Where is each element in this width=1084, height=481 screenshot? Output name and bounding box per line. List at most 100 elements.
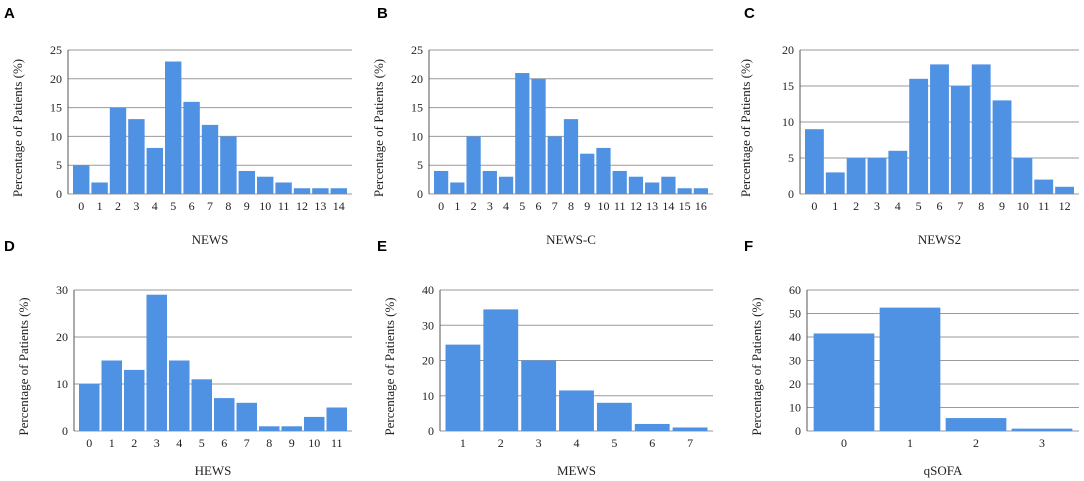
x-tick-label: 2 xyxy=(973,436,979,450)
bar xyxy=(124,369,145,431)
bar xyxy=(596,147,611,194)
bar xyxy=(971,64,991,195)
y-tick-label: 0 xyxy=(428,424,434,438)
y-tick-label: 10 xyxy=(56,377,68,391)
bar xyxy=(1011,428,1073,431)
x-tick-label: 3 xyxy=(154,436,160,450)
bar xyxy=(693,188,708,194)
y-axis-label: Percentage of Patients (%) xyxy=(738,59,753,197)
y-tick-label: 0 xyxy=(795,424,801,438)
y-tick-label: 30 xyxy=(789,354,801,368)
bar xyxy=(661,176,676,194)
x-tick-label: 1 xyxy=(832,199,838,213)
bar xyxy=(482,170,497,194)
bar xyxy=(813,333,875,431)
x-tick-label: 1 xyxy=(109,436,115,450)
x-tick-label: 6 xyxy=(221,436,227,450)
bar xyxy=(628,176,644,194)
x-tick-label: 9 xyxy=(244,199,250,213)
bar xyxy=(612,170,627,194)
panel-letter-a: A xyxy=(4,5,15,22)
y-tick-label: 40 xyxy=(789,330,801,344)
x-tick-label: 5 xyxy=(916,199,922,213)
x-tick-label: 13 xyxy=(646,199,658,213)
x-tick-label: 9 xyxy=(289,436,295,450)
x-tick-label: 7 xyxy=(207,199,213,213)
y-tick-label: 20 xyxy=(411,72,423,86)
bar xyxy=(888,150,908,194)
panel-f: F 0 10 20 30 40 50 60 0 1 2 3 qSOFA Percentage of Pat… xyxy=(744,238,1079,478)
x-tick-label: 1 xyxy=(454,199,460,213)
x-tick-label: 3 xyxy=(487,199,493,213)
y-tick-label: 5 xyxy=(56,158,62,172)
x-tick-label: 2 xyxy=(471,199,477,213)
y-tick-label: 10 xyxy=(50,129,62,143)
x-tick-label: 4 xyxy=(574,436,580,450)
x-axis-label: NEWS xyxy=(192,232,229,247)
x-tick-label: 5 xyxy=(519,199,525,213)
panel-letter-b: B xyxy=(377,5,388,22)
x-tick-label: 8 xyxy=(225,199,231,213)
y-tick-label: 15 xyxy=(782,79,794,93)
x-tick-label: 12 xyxy=(630,199,642,213)
x-tick-label: 4 xyxy=(503,199,509,213)
x-tick-label: 6 xyxy=(536,199,542,213)
bar xyxy=(191,379,212,431)
y-axis-label: Percentage of Patients (%) xyxy=(382,297,397,435)
x-tick-label: 5 xyxy=(199,436,205,450)
bar xyxy=(312,188,329,194)
bar xyxy=(992,100,1012,194)
x-axis-label: NEWS-C xyxy=(546,232,596,247)
x-axis-label: qSOFA xyxy=(924,463,963,478)
x-tick-label: 10 xyxy=(308,436,320,450)
y-tick-label: 5 xyxy=(417,158,423,172)
bar xyxy=(79,384,100,431)
bar xyxy=(677,188,692,194)
y-tick-label: 50 xyxy=(789,307,801,321)
bar xyxy=(930,64,949,195)
x-tick-label: 10 xyxy=(597,199,609,213)
x-tick-label: 10 xyxy=(1017,199,1029,213)
y-axis-label: Percentage of Patients (%) xyxy=(371,59,386,197)
bar xyxy=(950,86,970,194)
bar xyxy=(238,170,255,194)
panel-e: E 0 10 20 30 40 1 2 3 4 5 6 7 MEWS Percentage of Patie… xyxy=(377,238,713,478)
bar xyxy=(109,107,127,194)
bar xyxy=(183,101,200,194)
y-tick-label: 15 xyxy=(411,101,423,115)
panel-letter-f: F xyxy=(744,238,753,255)
x-axis-label: MEWS xyxy=(557,463,596,478)
x-tick-label: 11 xyxy=(1038,199,1050,213)
bar xyxy=(275,182,292,194)
bar xyxy=(825,172,845,194)
x-tick-label: 7 xyxy=(244,436,250,450)
x-axis-label: NEWS2 xyxy=(918,232,961,247)
x-tick-label: 4 xyxy=(176,436,182,450)
bar xyxy=(515,73,530,194)
bar xyxy=(580,153,595,194)
bar xyxy=(201,124,219,194)
y-axis-label: Percentage of Patients (%) xyxy=(749,297,764,435)
x-tick-label: 8 xyxy=(266,436,272,450)
bar xyxy=(450,182,465,194)
bar xyxy=(466,136,481,194)
y-tick-label: 0 xyxy=(62,424,68,438)
bar xyxy=(169,360,190,431)
bar xyxy=(1034,179,1054,194)
x-tick-label: 4 xyxy=(895,199,901,213)
panel-letter-e: E xyxy=(377,238,387,255)
bar xyxy=(805,129,824,194)
x-axis-label: HEWS xyxy=(195,463,232,478)
bar xyxy=(1013,158,1033,194)
bar xyxy=(91,182,108,194)
x-tick-label: 2 xyxy=(498,436,504,450)
x-tick-label: 1 xyxy=(97,199,103,213)
y-tick-label: 10 xyxy=(789,401,801,415)
bar xyxy=(326,407,347,431)
panel-letter-d: D xyxy=(4,238,15,255)
x-tick-label: 9 xyxy=(999,199,1005,213)
bar xyxy=(236,402,257,431)
x-tick-label: 3 xyxy=(1039,436,1045,450)
